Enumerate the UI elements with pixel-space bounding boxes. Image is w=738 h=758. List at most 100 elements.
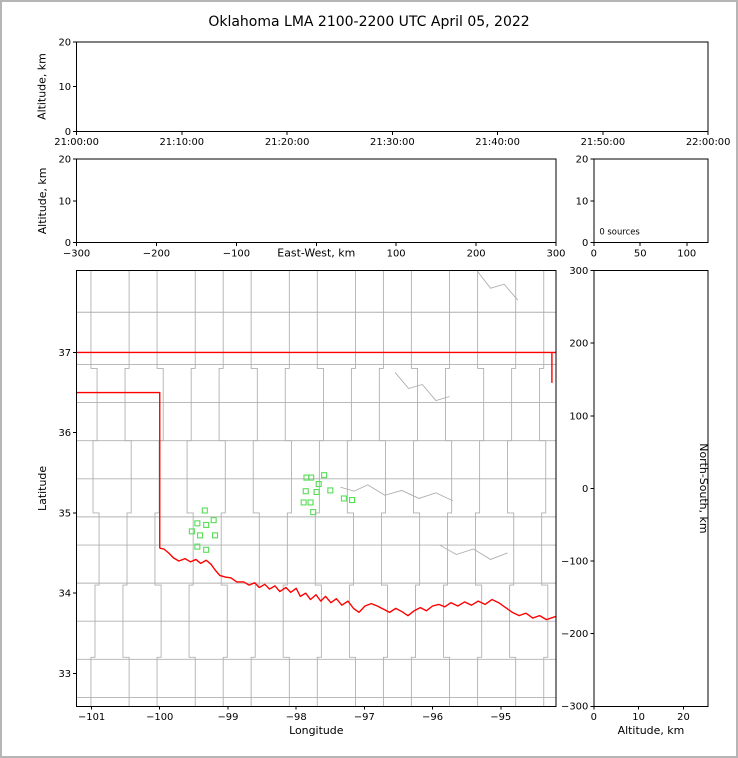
station-marker: [201, 507, 208, 514]
county-line: [122, 270, 132, 707]
panel-frame: [76, 270, 557, 707]
x-tick-label: 21:10:00: [160, 137, 205, 148]
panel-plan: −101 −100 −99 −98 −97 −96 −95 33 34 35 36 37 Longitu…: [36, 270, 557, 737]
x-axis-label: East-West, km: [277, 247, 355, 260]
county-line: [314, 270, 324, 707]
x-tick-label: 0: [591, 712, 597, 723]
station-marker: [210, 517, 217, 524]
state-border-line: [76, 391, 161, 549]
station-marker: [302, 488, 309, 495]
station-marker: [303, 474, 310, 481]
x-axis-label: Altitude, km: [618, 724, 685, 737]
x-tick-label: 21:50:00: [581, 137, 626, 148]
y-tick-label: 20: [58, 155, 71, 166]
x-tick-label: −99: [217, 712, 238, 723]
x-tick-label: 21:20:00: [265, 137, 310, 148]
station-marker: [194, 520, 201, 527]
x-tick-label: 21:40:00: [475, 137, 520, 148]
county-line: [507, 270, 517, 707]
panel-ns_height: 0 10 20 300 200 100 0 −100 −200 −300 Altitude, km N…: [561, 266, 710, 737]
y-tick-label: 33: [58, 669, 71, 680]
y-tick-label: 20: [576, 155, 589, 166]
x-tick-label: −100: [223, 249, 250, 260]
y-tick-label: −300: [561, 702, 588, 713]
county-line: [443, 270, 453, 707]
county-line: [475, 270, 485, 707]
station-marker: [315, 481, 322, 488]
x-tick-label: −97: [354, 712, 375, 723]
y-axis-label: Altitude, km: [36, 168, 49, 235]
station-marker: [188, 528, 195, 535]
y-axis-label: Latitude: [36, 466, 49, 511]
panel-alt_hist: 0 50 100 0 10 20 0 sources: [576, 155, 709, 260]
x-tick-label: −101: [78, 712, 105, 723]
station-marker: [310, 509, 317, 516]
station-marker: [308, 474, 315, 481]
y-tick-label: 100: [569, 411, 588, 422]
x-tick-label: 200: [467, 249, 486, 260]
station-marker: [307, 499, 314, 506]
x-tick-label: 10: [632, 712, 645, 723]
station-marker: [327, 487, 334, 494]
panel-frame: [76, 41, 709, 132]
county-line: [539, 270, 549, 707]
x-tick-label: 50: [634, 249, 647, 260]
panel-time_height: 21:00:00 21:10:00 21:20:00 21:30:00 21:40:00…: [36, 37, 731, 148]
x-tick-label: 22:00:00: [686, 137, 731, 148]
source-count-annotation: 0 sources: [599, 226, 639, 236]
y-tick-label: 10: [58, 82, 71, 93]
y-tick-label: 37: [58, 348, 71, 359]
panel-frame: [593, 270, 709, 707]
county-line: [218, 270, 228, 707]
station-marker: [203, 546, 210, 553]
y-tick-label: 35: [58, 508, 71, 519]
station-marker: [321, 472, 328, 479]
y-tick-label: 36: [58, 428, 71, 439]
county-line: [282, 270, 292, 707]
station-marker: [212, 532, 219, 539]
county-river-line: [439, 544, 508, 560]
y-tick-label: 0: [65, 127, 71, 138]
county-line: [90, 270, 100, 707]
station-marker: [194, 543, 201, 550]
x-tick-label: 100: [677, 249, 696, 260]
station-marker: [196, 532, 204, 539]
x-tick-label: −96: [422, 712, 443, 723]
x-tick-label: −300: [63, 249, 90, 260]
station-marker: [203, 521, 210, 528]
y-tick-label: 200: [569, 339, 588, 350]
station-marker: [349, 497, 356, 504]
x-tick-label: 0: [591, 249, 597, 260]
panel-ew_height: −300 −200 −100 100 200 300 0 10 20 East-West, km A…: [36, 155, 566, 260]
x-tick-label: 21:00:00: [54, 137, 99, 148]
x-tick-label: 100: [387, 249, 406, 260]
x-tick-label: −100: [146, 712, 173, 723]
y-tick-label: 10: [58, 196, 71, 207]
x-tick-label: 20: [677, 712, 690, 723]
county-river-line: [394, 372, 450, 402]
x-tick-label: −95: [490, 712, 511, 723]
y-tick-label: 0: [582, 238, 588, 249]
figure-title: Oklahoma LMA 2100-2200 UTC April 05, 202…: [208, 14, 530, 30]
county-line: [346, 270, 356, 707]
station-marker: [340, 495, 347, 502]
y-tick-label: 0: [582, 484, 588, 495]
y-tick-label: −100: [561, 557, 588, 568]
county-line: [154, 270, 164, 707]
x-tick-label: 21:30:00: [370, 137, 415, 148]
y-tick-label: 20: [58, 37, 71, 48]
county-line: [410, 270, 421, 707]
state-border-line: [159, 547, 556, 621]
station-marker: [313, 488, 320, 496]
county-river-line: [340, 484, 454, 502]
x-tick-label: −98: [286, 712, 307, 723]
y-tick-label: 34: [58, 589, 71, 600]
x-tick-label: 300: [546, 249, 565, 260]
panel-content-plan: [76, 270, 556, 707]
y-tick-label: 0: [65, 238, 71, 249]
y-axis-label-right: North-South, km: [697, 443, 710, 533]
station-marker: [300, 499, 307, 506]
x-axis-label: Longitude: [289, 724, 344, 737]
